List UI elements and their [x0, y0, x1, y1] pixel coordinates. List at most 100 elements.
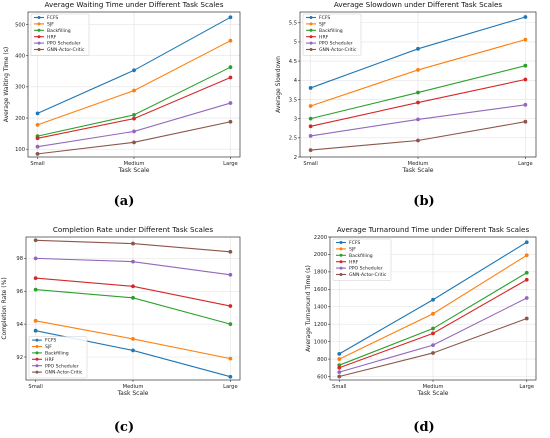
x-tick-label: Large: [518, 161, 533, 167]
y-tick-label: 1400: [314, 305, 327, 311]
chart-panel-1: 100 200 300 400 500 Small Medium Large Task Scal…: [3, 0, 241, 209]
legend-label: SJF: [47, 22, 54, 28]
data-point: [524, 316, 529, 321]
data-point: [431, 331, 435, 336]
legend-marker: [37, 48, 41, 51]
chart-title: Average Waiting Time under Different Tas…: [45, 0, 224, 9]
y-axis-label: Average Slowdown: [275, 56, 282, 113]
data-point: [524, 296, 529, 300]
legend-label: FCFS: [45, 338, 56, 344]
legend-box: [332, 238, 392, 281]
chart-title: Completion Rate under Different Task Sca…: [53, 225, 213, 234]
y-tick-label: 100: [15, 147, 25, 153]
y-tick-label: 600: [317, 374, 327, 380]
data-point: [131, 295, 135, 300]
y-axis-label: Completion Rate (%): [1, 277, 8, 339]
legend-label: HRF: [45, 357, 55, 363]
data-point: [131, 241, 135, 246]
legend-marker: [339, 273, 343, 276]
data-point: [416, 138, 420, 143]
chart-title: Average Turnaround Time under Different …: [337, 225, 530, 234]
data-point: [33, 287, 38, 292]
data-point: [132, 113, 136, 117]
data-point: [416, 117, 420, 122]
legend-label: SJF: [45, 344, 52, 350]
chart-title: Average Slowdown under Different Task Sc…: [334, 0, 503, 9]
legend-label: GNN-Actor-Critic: [349, 272, 387, 278]
legend-marker: [37, 28, 41, 32]
data-point: [337, 374, 342, 379]
data-point: [308, 116, 313, 121]
data-point: [431, 343, 435, 348]
legend-label: Backfilling: [47, 28, 71, 34]
data-point: [416, 90, 420, 95]
legend-label: Backfilling: [349, 253, 373, 259]
data-point: [431, 297, 435, 302]
data-point: [524, 253, 529, 258]
x-tick-label: Small: [303, 161, 317, 167]
x-tick-label: Medium: [123, 384, 144, 390]
chart-panel-3: 92 94 96 98 Small Medium Large Task Scale Comple…: [1, 225, 241, 435]
x-axis-label: Task Scale: [118, 167, 150, 174]
data-point: [228, 356, 233, 361]
data-point: [228, 322, 233, 327]
legend-marker: [37, 35, 41, 39]
data-point: [416, 68, 420, 72]
data-point: [524, 240, 529, 245]
y-tick-label: 400: [15, 53, 25, 59]
y-tick-label: 94: [16, 322, 23, 328]
legend-label: PPO Scheduler: [319, 41, 353, 47]
data-point: [228, 119, 233, 124]
legend-marker: [35, 370, 39, 374]
data-point: [431, 351, 435, 355]
x-axis-label: Task Scale: [402, 167, 434, 174]
data-point: [35, 122, 40, 127]
legend-marker: [37, 22, 41, 26]
data-point: [33, 276, 38, 280]
data-point: [132, 68, 136, 73]
data-point: [228, 38, 233, 43]
data-point: [308, 134, 313, 138]
data-point: [431, 326, 435, 331]
panel-label: (c): [114, 420, 134, 435]
y-tick-label: 98: [16, 256, 23, 262]
data-point: [131, 259, 135, 264]
panel-label: (d): [413, 420, 434, 435]
x-axis-label: Task Scale: [417, 390, 449, 397]
x-tick-label: Small: [332, 384, 346, 390]
data-point: [132, 116, 136, 121]
data-point: [131, 284, 135, 289]
y-tick-label: 1200: [314, 322, 327, 328]
legend-label: SJF: [319, 22, 326, 28]
legend-label: PPO Scheduler: [45, 363, 79, 369]
data-point: [523, 37, 528, 42]
data-point: [228, 272, 233, 277]
data-point: [35, 144, 40, 149]
y-tick-label: 96: [16, 289, 23, 295]
legend-label: Backfilling: [319, 28, 343, 34]
legend-label: FCFS: [47, 15, 58, 21]
legend-marker: [339, 241, 343, 244]
data-point: [523, 77, 528, 82]
data-point: [33, 328, 38, 333]
y-tick-label: 4.5: [289, 59, 297, 65]
y-tick-label: 1800: [314, 270, 327, 276]
x-tick-label: Small: [28, 384, 42, 390]
y-tick-label: 3.5: [289, 97, 297, 103]
legend-marker: [37, 16, 41, 19]
legend-marker: [35, 364, 39, 368]
data-point: [337, 363, 342, 368]
legend-label: GNN-Actor-Critic: [319, 47, 357, 53]
data-point: [228, 374, 233, 379]
y-tick-label: 5.5: [289, 21, 297, 27]
data-point: [308, 86, 313, 90]
legend-marker: [309, 22, 313, 26]
data-point: [132, 88, 136, 93]
data-point: [431, 311, 435, 316]
legend-marker: [35, 357, 39, 361]
y-tick-label: 1600: [314, 287, 327, 293]
